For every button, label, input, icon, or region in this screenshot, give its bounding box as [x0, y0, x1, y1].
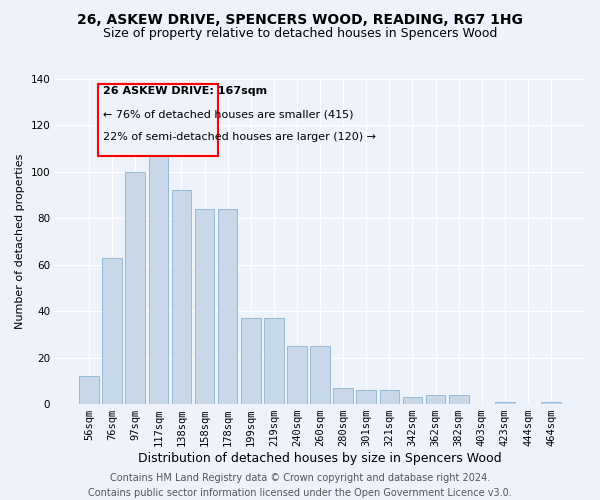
Bar [79, 376, 99, 404]
Text: 26 ASKEW DRIVE: 167sqm: 26 ASKEW DRIVE: 167sqm [103, 86, 267, 96]
Text: Size of property relative to detached houses in Spencers Wood: Size of property relative to detached ho… [103, 28, 497, 40]
Bar [495, 402, 515, 404]
Bar [449, 395, 469, 404]
Bar [195, 209, 214, 404]
Bar [149, 137, 168, 404]
Bar [218, 209, 238, 404]
Text: 22% of semi-detached houses are larger (120) →: 22% of semi-detached houses are larger (… [103, 132, 376, 142]
Text: 26, ASKEW DRIVE, SPENCERS WOOD, READING, RG7 1HG: 26, ASKEW DRIVE, SPENCERS WOOD, READING,… [77, 12, 523, 26]
Bar [310, 346, 330, 404]
Bar [380, 390, 399, 404]
FancyBboxPatch shape [98, 84, 218, 156]
Bar [334, 388, 353, 404]
Bar [241, 318, 260, 404]
Text: Contains HM Land Registry data © Crown copyright and database right 2024.
Contai: Contains HM Land Registry data © Crown c… [88, 472, 512, 498]
Bar [125, 172, 145, 404]
Bar [103, 258, 122, 404]
Bar [403, 397, 422, 404]
Bar [541, 402, 561, 404]
Bar [172, 190, 191, 404]
Bar [287, 346, 307, 404]
X-axis label: Distribution of detached houses by size in Spencers Wood: Distribution of detached houses by size … [138, 452, 502, 465]
Bar [356, 390, 376, 404]
Bar [426, 395, 445, 404]
Text: ← 76% of detached houses are smaller (415): ← 76% of detached houses are smaller (41… [103, 109, 353, 119]
Y-axis label: Number of detached properties: Number of detached properties [15, 154, 25, 329]
Bar [264, 318, 284, 404]
